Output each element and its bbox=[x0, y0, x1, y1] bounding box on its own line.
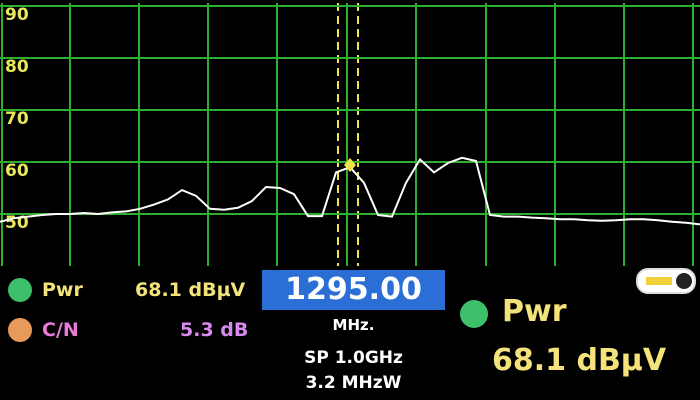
cn-label: C/N bbox=[42, 319, 79, 341]
frequency-box[interactable]: 1295.00 bbox=[262, 270, 445, 310]
marker-diamond bbox=[344, 158, 356, 172]
cn-value: 5.3 dB bbox=[180, 319, 249, 341]
bandwidth: 3.2 MHzW bbox=[305, 373, 402, 393]
pwr-label: Pwr bbox=[42, 279, 83, 301]
battery-icon bbox=[636, 268, 696, 294]
span: SP 1.0GHz bbox=[304, 348, 403, 368]
vertical-grid bbox=[1, 3, 694, 266]
pwr-label-large: Pwr bbox=[502, 294, 567, 329]
ok-icon bbox=[460, 300, 488, 328]
y-tick-label: 70 bbox=[5, 109, 29, 129]
y-tick-label: 90 bbox=[5, 5, 29, 25]
pwr-value-large: 68.1 dBµV bbox=[492, 343, 667, 378]
battery-level bbox=[646, 277, 672, 285]
fail-icon bbox=[8, 318, 32, 342]
ok-icon bbox=[8, 278, 32, 302]
plot-background bbox=[0, 0, 700, 268]
y-tick-label: 80 bbox=[5, 57, 29, 77]
y-tick-label: 60 bbox=[5, 161, 29, 181]
battery-knob bbox=[676, 273, 692, 289]
frequency-unit: MHz. bbox=[332, 316, 375, 334]
pwr-value: 68.1 dBµV bbox=[135, 279, 246, 301]
